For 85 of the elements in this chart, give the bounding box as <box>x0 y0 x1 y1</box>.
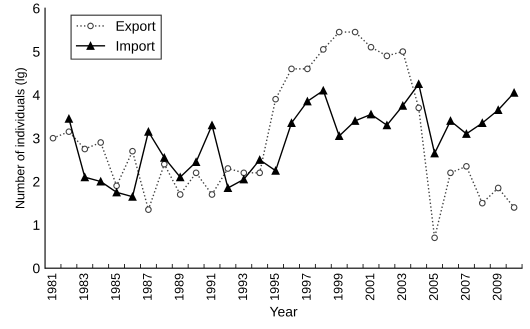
point <box>336 28 343 36</box>
x-tick-label: 1999 <box>334 274 343 300</box>
point <box>224 165 232 172</box>
point <box>272 96 279 103</box>
point <box>208 191 216 198</box>
point <box>352 28 358 36</box>
point <box>192 170 200 176</box>
point <box>368 44 374 51</box>
point <box>304 66 311 72</box>
point <box>240 170 248 176</box>
x-tick-label: 2001 <box>366 274 374 300</box>
point <box>463 163 470 170</box>
point <box>224 184 232 192</box>
x-tick-label: 2007 <box>460 274 470 300</box>
point <box>192 158 200 166</box>
point <box>478 118 486 128</box>
point <box>208 121 216 130</box>
point <box>303 97 312 106</box>
y-tick-label: 0 <box>33 263 40 274</box>
point <box>64 114 73 123</box>
point <box>66 128 72 136</box>
x-tick-label: 2009 <box>492 274 502 300</box>
point <box>319 86 328 95</box>
point <box>160 160 168 168</box>
x-tick-label: 1981 <box>48 274 56 300</box>
point <box>398 102 407 110</box>
point <box>128 192 137 201</box>
point <box>494 106 502 114</box>
y-axis-title: Number of individuals (lg) <box>15 68 27 208</box>
point <box>431 234 438 242</box>
x-tick-label: 1985 <box>111 274 120 300</box>
point <box>176 173 184 182</box>
y-tick-label: 5 <box>33 47 40 57</box>
point <box>414 80 423 88</box>
point <box>80 173 89 182</box>
point <box>176 191 184 198</box>
point <box>145 206 152 213</box>
x-tick-label: 2003 <box>397 274 406 300</box>
point <box>288 66 295 72</box>
x-tick-label: 2005 <box>429 274 438 300</box>
point <box>96 177 105 186</box>
y-tick-label: 1 <box>34 220 40 230</box>
point <box>447 170 454 176</box>
point <box>256 170 264 176</box>
x-tick-label: 1983 <box>79 274 88 300</box>
y-tick-label: 2 <box>33 176 40 187</box>
point <box>415 104 422 112</box>
point <box>160 154 168 162</box>
point <box>462 130 470 138</box>
point <box>240 175 248 184</box>
point <box>478 200 486 206</box>
y-tick-label: 4 <box>32 90 40 100</box>
x-tick-label: 1991 <box>206 274 216 300</box>
x-tick-label: 1993 <box>238 274 248 300</box>
x-axis-title: Year <box>270 306 298 317</box>
point <box>366 110 376 118</box>
point <box>256 156 264 164</box>
point <box>510 204 518 211</box>
point <box>144 128 152 136</box>
y-tick-label: 3 <box>32 134 40 144</box>
point <box>272 166 280 175</box>
point <box>335 132 344 140</box>
point <box>399 48 406 55</box>
point <box>113 182 120 190</box>
point <box>351 116 360 125</box>
point <box>384 52 390 60</box>
point <box>510 88 518 97</box>
point <box>494 184 502 192</box>
x-tick-label: 1995 <box>270 274 279 300</box>
point <box>50 134 56 142</box>
point <box>81 146 88 152</box>
x-tick-label: 1997 <box>302 274 311 300</box>
x-tick-label: 1989 <box>174 274 184 300</box>
point <box>287 118 296 128</box>
point <box>320 46 327 53</box>
point <box>446 116 455 125</box>
point <box>382 121 391 130</box>
point <box>129 148 136 155</box>
legend-label: Export <box>116 21 156 34</box>
point <box>97 139 104 146</box>
x-tick-label: 1987 <box>142 274 152 300</box>
legend-label: Import <box>116 41 155 54</box>
y-tick-label: 6 <box>33 4 40 14</box>
point <box>430 149 439 158</box>
point <box>112 188 121 196</box>
